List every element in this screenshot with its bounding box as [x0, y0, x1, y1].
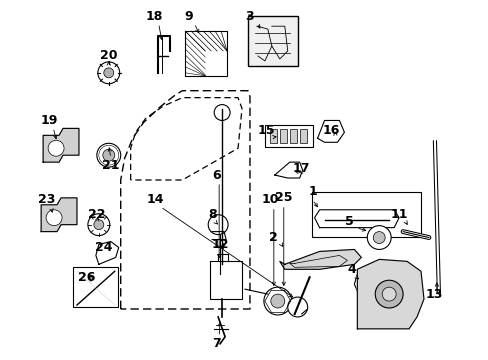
Bar — [247, 16, 297, 66]
Text: 6: 6 — [211, 168, 220, 181]
Bar — [73, 267, 118, 307]
Bar — [299, 129, 306, 143]
Bar — [264, 125, 312, 147]
Circle shape — [214, 105, 230, 121]
Bar — [279, 129, 286, 143]
Text: 19: 19 — [41, 114, 58, 127]
Text: 14: 14 — [146, 193, 164, 206]
Text: 23: 23 — [39, 193, 56, 206]
Circle shape — [94, 220, 103, 230]
Polygon shape — [279, 249, 361, 269]
Circle shape — [270, 294, 284, 308]
Text: 18: 18 — [145, 10, 163, 23]
Circle shape — [372, 231, 385, 243]
Text: 2: 2 — [269, 231, 278, 244]
Text: 16: 16 — [322, 124, 340, 137]
Polygon shape — [41, 198, 77, 231]
Text: 10: 10 — [261, 193, 278, 206]
Text: 13: 13 — [425, 288, 442, 301]
Text: 5: 5 — [345, 215, 353, 228]
Circle shape — [103, 68, 114, 78]
Text: 3: 3 — [245, 10, 254, 23]
Circle shape — [287, 297, 307, 317]
Text: 11: 11 — [389, 208, 407, 221]
Circle shape — [46, 210, 62, 226]
Circle shape — [366, 226, 390, 249]
Text: 21: 21 — [102, 159, 119, 172]
Text: 1: 1 — [307, 185, 316, 198]
Circle shape — [374, 280, 402, 308]
Circle shape — [264, 287, 291, 315]
Bar — [185, 31, 226, 76]
Text: 7: 7 — [211, 337, 220, 350]
Text: 12: 12 — [211, 238, 228, 251]
Text: 15: 15 — [257, 124, 274, 137]
Text: 20: 20 — [100, 49, 117, 63]
Text: 22: 22 — [88, 208, 105, 221]
Polygon shape — [43, 129, 79, 162]
Polygon shape — [357, 260, 423, 329]
Text: 25: 25 — [274, 192, 292, 204]
Bar — [311, 192, 420, 237]
Circle shape — [382, 287, 395, 301]
Text: 9: 9 — [183, 10, 192, 23]
Text: 4: 4 — [346, 263, 355, 276]
Text: 24: 24 — [95, 241, 112, 254]
Text: 26: 26 — [78, 271, 95, 284]
Text: 17: 17 — [292, 162, 310, 175]
Circle shape — [88, 214, 109, 235]
Circle shape — [98, 62, 120, 84]
Circle shape — [208, 215, 227, 235]
Circle shape — [48, 140, 64, 156]
Bar — [269, 129, 276, 143]
Circle shape — [102, 149, 115, 161]
Text: 8: 8 — [207, 208, 216, 221]
Bar — [210, 261, 242, 299]
Circle shape — [97, 143, 121, 167]
Bar — [289, 129, 296, 143]
